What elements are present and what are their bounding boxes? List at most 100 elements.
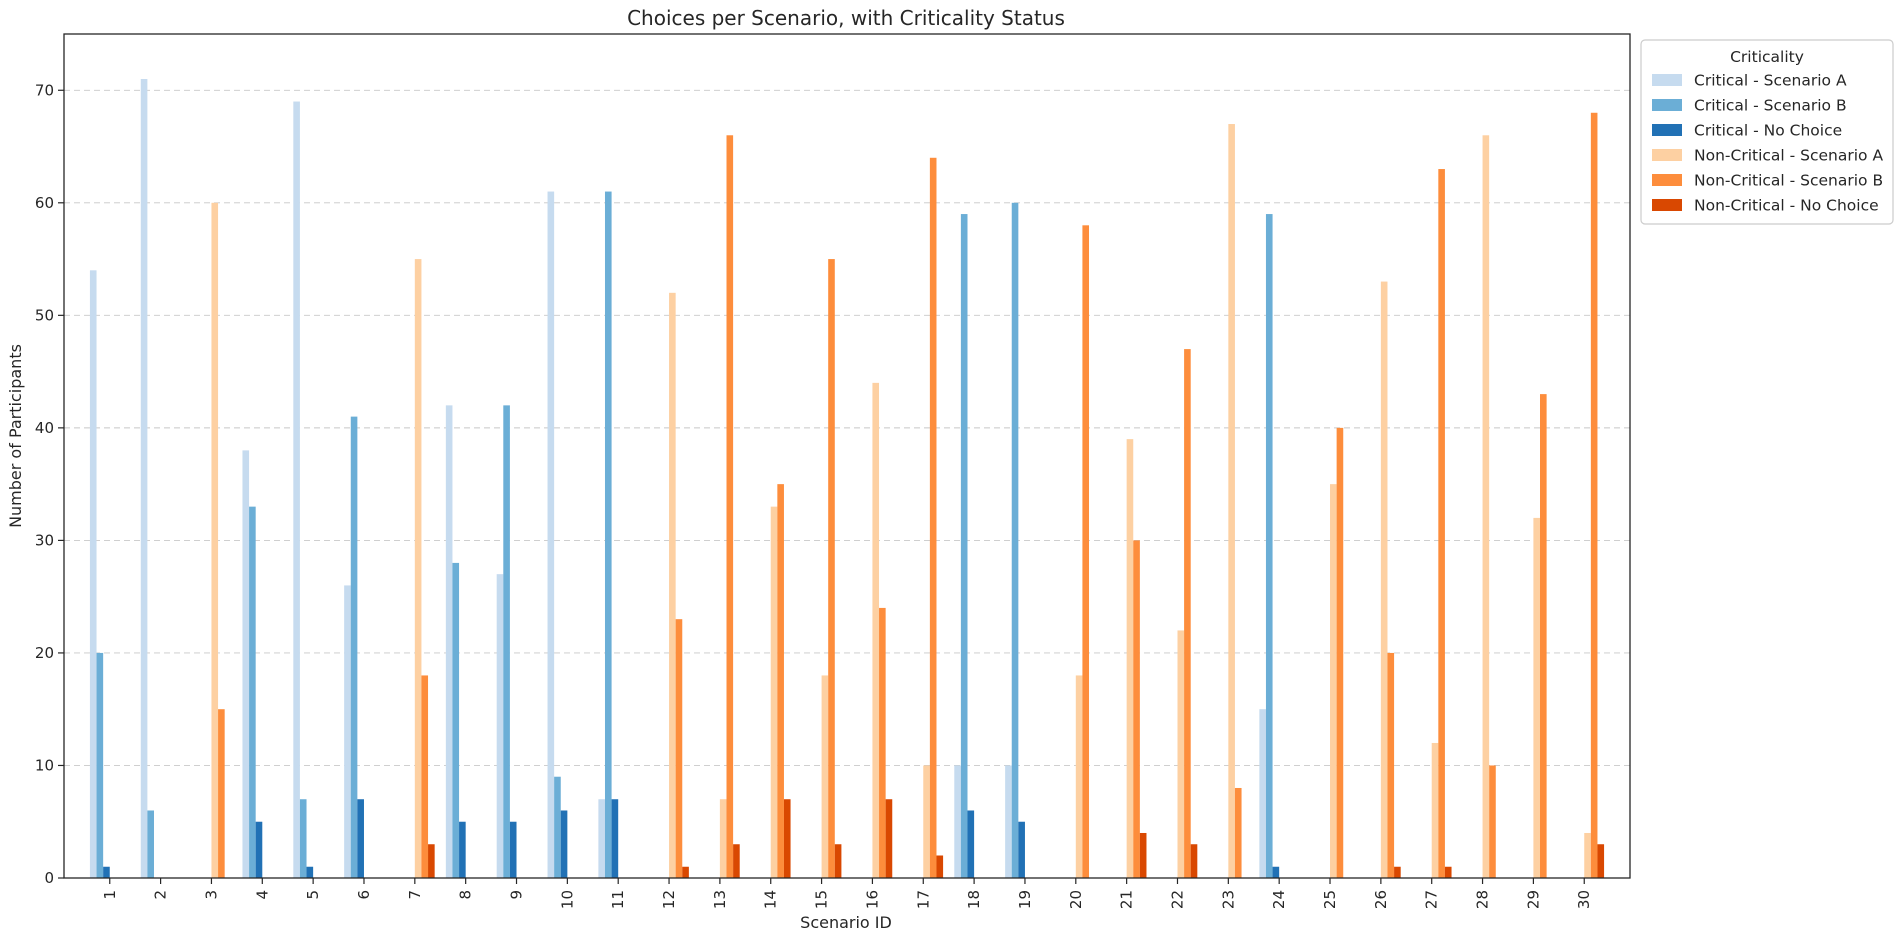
bar-6-12	[682, 866, 689, 878]
x-tick-label: 7	[406, 890, 424, 900]
plot-frame	[63, 33, 1631, 879]
bar-4-3	[211, 202, 219, 879]
bar-4-16	[872, 382, 880, 878]
legend-label-5: Non-Critical - Scenario B	[1694, 172, 1883, 190]
y-axis-title: Number of Participants	[6, 344, 25, 528]
bar-1-5	[293, 101, 300, 878]
x-tick-label: 11	[609, 890, 627, 909]
bar-2-9	[503, 405, 510, 878]
bar-4-22	[1177, 630, 1185, 878]
bar-4-17	[923, 765, 930, 878]
bar-6-21	[1139, 832, 1147, 878]
legend-label-4: Non-Critical - Scenario A	[1694, 147, 1883, 165]
bar-4-23	[1228, 124, 1235, 878]
x-tick-label: 25	[1321, 890, 1339, 909]
bar-3-5	[306, 866, 314, 878]
x-tick-label: 3	[202, 890, 220, 900]
bar-6-27	[1444, 866, 1452, 878]
bar-3-19	[1018, 821, 1025, 878]
bar-5-28	[1489, 765, 1496, 878]
x-tick-label: 28	[1474, 890, 1492, 909]
x-tick-label: 22	[1168, 890, 1186, 909]
x-tick-label: 13	[711, 890, 729, 909]
bar-3-9	[509, 821, 517, 878]
x-tick-label: 5	[304, 890, 322, 900]
y-axis: 0 10 20 30 40 50 60 70	[35, 81, 64, 887]
bar-5-21	[1133, 540, 1140, 878]
chart-title: Choices per Scenario, with Criticality S…	[627, 6, 1065, 30]
bar-2-24	[1265, 214, 1273, 878]
x-tick-label: 24	[1270, 890, 1288, 909]
x-tick-label: 14	[762, 890, 780, 909]
bar-2-1	[96, 652, 104, 878]
legend-swatch-2	[1652, 99, 1682, 111]
legend: Criticality Critical - Scenario ACritica…	[1640, 39, 1894, 225]
bar-4-20	[1075, 675, 1083, 878]
y-tick-label: 40	[35, 419, 54, 437]
x-tick-label: 1	[101, 890, 119, 900]
bar-5-30	[1590, 112, 1598, 879]
y-tick-label: 50	[35, 306, 54, 324]
bar-6-22	[1190, 844, 1198, 878]
bar-4-13	[719, 799, 727, 878]
y-tick-label: 0	[44, 869, 54, 887]
bar-1-24	[1259, 709, 1266, 878]
x-tick-label: 21	[1118, 890, 1136, 909]
bar-6-7	[428, 844, 435, 878]
bar-2-19	[1011, 202, 1019, 879]
bar-1-2	[140, 79, 148, 879]
x-tick-label: 19	[1016, 890, 1034, 909]
bar-1-19	[1005, 765, 1012, 878]
bar-3-11	[611, 799, 619, 878]
bar-3-24	[1272, 866, 1280, 878]
bar-2-18	[960, 214, 968, 878]
x-tick-label: 15	[813, 890, 831, 909]
x-tick-label: 26	[1372, 890, 1390, 909]
bar-6-13	[733, 844, 740, 878]
bar-4-29	[1533, 517, 1541, 878]
bar-6-17	[936, 855, 944, 878]
bar-4-21	[1126, 439, 1134, 878]
bar-4-30	[1584, 832, 1591, 878]
x-tick-label: 10	[558, 890, 576, 909]
bar-2-8	[452, 562, 460, 878]
legend-label-3: Critical - No Choice	[1694, 122, 1842, 140]
bar-1-8	[445, 405, 453, 878]
x-tick-label: 18	[965, 890, 983, 909]
bar-5-23	[1234, 787, 1242, 878]
bar-2-11	[604, 191, 612, 879]
bar-3-4	[255, 821, 263, 878]
bar-3-6	[357, 799, 364, 878]
gridlines	[64, 89, 1630, 766]
bar-4-26	[1380, 281, 1388, 878]
bar-5-13	[726, 135, 734, 878]
bar-1-18	[954, 765, 961, 878]
bar-1-10	[547, 191, 555, 879]
bar-6-15	[834, 844, 842, 878]
bar-3-1	[103, 866, 110, 878]
bar-2-5	[299, 799, 307, 878]
bar-3-18	[967, 810, 975, 878]
bar-5-16	[879, 607, 886, 878]
legend-items: Critical - Scenario A Critical - Scenario…	[1652, 72, 1883, 215]
bar-5-27	[1438, 169, 1445, 879]
bar-4-15	[821, 675, 829, 878]
x-tick-label: 16	[863, 890, 881, 909]
legend-label-1: Critical - Scenario A	[1694, 72, 1847, 90]
legend-label-6: Non-Critical - No Choice	[1694, 197, 1879, 215]
bar-5-17	[929, 157, 937, 878]
bar-3-8	[459, 821, 466, 878]
bar-4-7	[414, 259, 422, 879]
x-tick-label: 12	[660, 890, 678, 909]
x-tick-label: 4	[253, 890, 271, 900]
bar-4-12	[669, 292, 676, 878]
bar-5-12	[675, 619, 683, 878]
bar-1-4	[242, 450, 250, 878]
legend-swatch-3	[1652, 124, 1682, 136]
bar-5-25	[1336, 427, 1344, 878]
legend-swatch-4	[1652, 149, 1682, 161]
x-tick-label: 30	[1575, 890, 1593, 909]
legend-swatch-6	[1652, 199, 1682, 211]
legend-label-2: Critical - Scenario B	[1694, 97, 1847, 115]
